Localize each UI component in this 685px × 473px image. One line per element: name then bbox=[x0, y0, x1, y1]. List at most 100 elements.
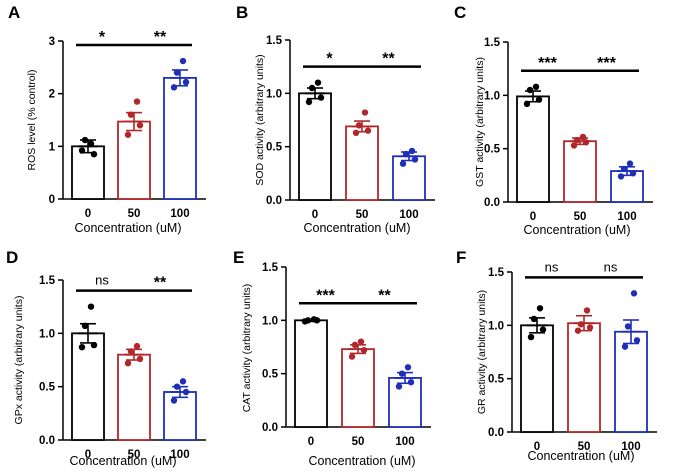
significance-label: ** bbox=[154, 29, 167, 46]
x-axis-label: Concentration (uM) bbox=[304, 221, 411, 235]
bar-50 bbox=[345, 125, 379, 201]
significance-label: *** bbox=[316, 287, 335, 304]
significance-label: * bbox=[99, 29, 106, 46]
panel-letter: B bbox=[236, 3, 248, 22]
bar-50 bbox=[117, 353, 151, 441]
data-point-100 bbox=[408, 147, 416, 155]
data-point-0 bbox=[87, 140, 95, 147]
bar-0 bbox=[298, 92, 332, 201]
panel-letter: F bbox=[456, 248, 466, 267]
data-point-100 bbox=[182, 78, 190, 86]
y-tick-label: 1.0 bbox=[488, 320, 504, 332]
x-tick-label: 50 bbox=[128, 208, 141, 220]
data-point-100 bbox=[179, 378, 187, 385]
x-tick-label: 100 bbox=[617, 211, 636, 223]
significance-label: * bbox=[326, 51, 333, 68]
x-axis-label: Concentration (uM) bbox=[309, 454, 416, 468]
data-point-0 bbox=[90, 341, 98, 349]
y-axis-label: GPx activity (arbitrary units) bbox=[13, 296, 25, 425]
significance-label: ** bbox=[154, 275, 167, 292]
panel-letter: A bbox=[8, 3, 20, 22]
data-point-100 bbox=[170, 84, 178, 91]
y-tick-label: 1.5 bbox=[484, 37, 501, 49]
y-tick-label: 0.5 bbox=[488, 374, 505, 386]
data-point-0 bbox=[314, 79, 322, 86]
y-tick-label: 0.5 bbox=[484, 144, 501, 156]
data-point-50 bbox=[573, 136, 581, 144]
data-point-100 bbox=[404, 364, 412, 371]
data-point-100 bbox=[617, 173, 625, 180]
data-point-100 bbox=[402, 150, 410, 158]
bar-100 bbox=[392, 155, 426, 201]
data-point-0 bbox=[523, 100, 531, 108]
data-point-50 bbox=[124, 360, 132, 367]
data-point-50 bbox=[583, 307, 591, 314]
data-point-100 bbox=[398, 370, 406, 377]
data-point-50 bbox=[133, 98, 141, 105]
y-tick-label: 1.5 bbox=[39, 275, 56, 287]
y-tick-label: 0 bbox=[49, 194, 55, 206]
significance-label: *** bbox=[597, 55, 616, 72]
y-tick-label: 0.0 bbox=[488, 427, 504, 439]
panel-d: D 0.0 0.5 1.0 1.5 0 50 100 ns ** GPx activity (arb… bbox=[6, 248, 206, 468]
significance-label: ns bbox=[95, 273, 109, 288]
significance-label: ns bbox=[545, 259, 559, 274]
y-tick-label: 1.5 bbox=[262, 262, 279, 274]
y-tick-label: 0.0 bbox=[484, 197, 500, 209]
bar-0 bbox=[71, 145, 105, 200]
y-tick-label: 0.0 bbox=[262, 422, 278, 434]
bar-100 bbox=[163, 76, 197, 200]
data-point-100 bbox=[179, 57, 187, 65]
bar-50 bbox=[341, 348, 375, 428]
data-point-100 bbox=[633, 337, 641, 344]
x-tick-label: 0 bbox=[312, 209, 318, 221]
x-tick-label: 0 bbox=[308, 436, 314, 448]
data-point-100 bbox=[173, 69, 181, 76]
x-tick-label: 50 bbox=[356, 209, 369, 221]
data-point-0 bbox=[308, 84, 316, 92]
y-axis-label: GR activity (arbitrary units) bbox=[476, 290, 488, 414]
bar-50 bbox=[567, 322, 601, 433]
data-point-0 bbox=[304, 317, 312, 324]
y-tick-label: 1.0 bbox=[262, 315, 278, 327]
x-tick-label: 100 bbox=[170, 208, 189, 220]
data-point-0 bbox=[539, 326, 547, 333]
y-tick-label: 0.5 bbox=[39, 382, 56, 394]
x-tick-label: 50 bbox=[578, 441, 591, 453]
bar-0 bbox=[520, 324, 554, 433]
bar-100 bbox=[388, 377, 422, 428]
x-tick-label: 50 bbox=[128, 449, 141, 461]
bar-100 bbox=[614, 330, 648, 433]
x-axis-label: Concentration (uM) bbox=[70, 454, 177, 468]
bar-50 bbox=[117, 120, 151, 200]
data-point-100 bbox=[407, 379, 415, 386]
y-tick-label: 1.0 bbox=[484, 90, 500, 102]
data-point-100 bbox=[620, 165, 628, 173]
data-point-50 bbox=[352, 129, 360, 136]
y-tick-label: 0.0 bbox=[266, 195, 282, 207]
data-point-50 bbox=[570, 142, 578, 149]
data-point-0 bbox=[532, 83, 540, 91]
data-point-50 bbox=[577, 321, 585, 328]
data-point-50 bbox=[364, 127, 372, 134]
data-point-50 bbox=[582, 139, 590, 146]
y-axis-label: CAT activity (arbitrary units) bbox=[241, 284, 253, 413]
y-tick-label: 1.0 bbox=[39, 328, 55, 340]
x-axis-label: Concentration (uM) bbox=[524, 223, 631, 237]
data-point-100 bbox=[626, 160, 634, 167]
data-point-0 bbox=[87, 303, 95, 310]
y-tick-label: 1.5 bbox=[488, 267, 505, 279]
data-point-100 bbox=[399, 160, 407, 167]
data-point-100 bbox=[624, 323, 632, 330]
y-tick-label: 0.0 bbox=[39, 435, 55, 447]
y-tick-label: 1 bbox=[49, 141, 56, 153]
x-tick-label: 0 bbox=[85, 449, 91, 461]
data-point-0 bbox=[78, 344, 86, 351]
x-tick-label: 0 bbox=[85, 208, 91, 220]
panel-b: B0.00.51.01.50 50 100* **SOD activity (arbi… bbox=[236, 3, 435, 235]
panel-c: C 0.0 0.5 1.0 1.5 0 50 100 *** *** GST activity (a… bbox=[454, 3, 653, 237]
x-tick-label: 0 bbox=[530, 211, 536, 223]
data-point-0 bbox=[535, 96, 543, 103]
